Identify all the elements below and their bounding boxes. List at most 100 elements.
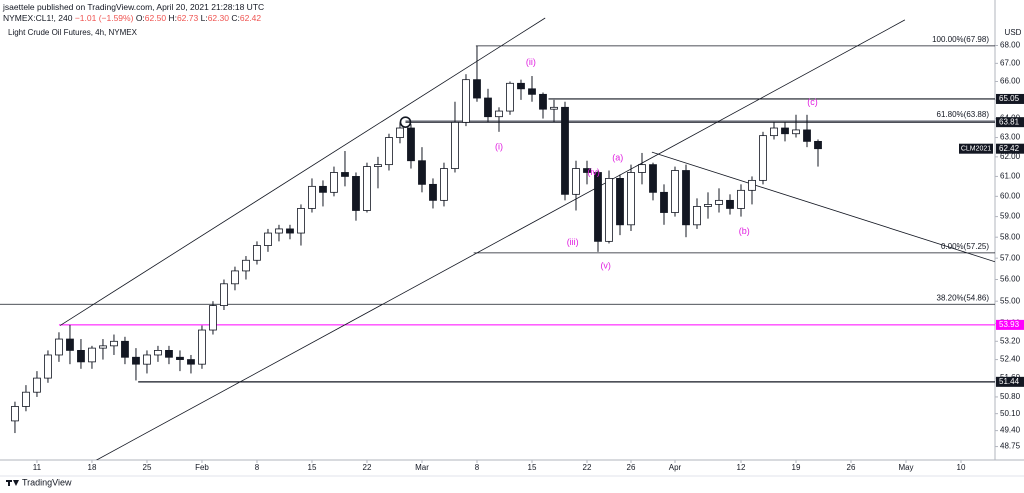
wave-label: (ii) <box>526 57 536 67</box>
y-tick-label: 59.00 <box>1000 212 1021 221</box>
candle-body <box>539 93 547 110</box>
x-tick-label: 10 <box>957 463 966 472</box>
fib-label: 61.80%(63.88) <box>937 110 990 119</box>
candle-body <box>286 228 294 234</box>
wave-label: (c) <box>807 97 818 107</box>
x-tick-label: 11 <box>33 463 42 472</box>
candle-body <box>693 206 701 226</box>
x-tick-label: 15 <box>528 463 537 472</box>
candle-body <box>605 178 613 242</box>
change: −1.01 (−1.59%) <box>74 13 134 23</box>
symbol-line: NYMEX:CL1!, 240 −1.01 (−1.59%) O:62.50 H… <box>3 13 261 23</box>
y-tick-label: 67.00 <box>1000 58 1021 67</box>
y-tick-label: 61.00 <box>1000 172 1021 181</box>
wave-label: (b) <box>739 226 750 236</box>
y-tick-label: 50.80 <box>1000 392 1021 401</box>
candle-body <box>561 106 569 195</box>
wave-label: (v) <box>600 260 611 270</box>
candle-body <box>121 340 129 358</box>
plot <box>0 17 995 460</box>
y-tick-label: 58.00 <box>1000 232 1021 241</box>
y-tick-label: 57.00 <box>1000 253 1021 262</box>
wave-label: (i) <box>495 142 503 152</box>
x-tick-label: 8 <box>255 463 260 472</box>
ohlc-value: 62.30 <box>207 13 229 23</box>
wave-label: (iii) <box>567 237 579 247</box>
candle-body <box>759 135 767 181</box>
ohlc-key: C: <box>231 13 240 23</box>
ohlc-key: H: <box>168 13 177 23</box>
ohlc-value: 62.73 <box>176 13 199 23</box>
candle-body <box>176 356 184 360</box>
candle-body <box>154 350 162 356</box>
y-tick-label: 62.00 <box>1000 152 1021 161</box>
candle-body <box>11 406 19 422</box>
price-badge <box>996 117 1024 128</box>
candle-body <box>77 350 85 363</box>
x-tick-label: Mar <box>415 463 429 472</box>
x-tick-label: 26 <box>847 463 856 472</box>
price-badge <box>996 319 1024 330</box>
currency: USD <box>1005 28 1022 37</box>
candle-body <box>242 259 250 272</box>
candle-body <box>297 208 305 234</box>
ohlc-key: O: <box>135 13 145 23</box>
x-tick-label: 18 <box>88 463 97 472</box>
candle-body <box>583 168 591 173</box>
candle-body <box>451 121 459 169</box>
candle-body <box>396 127 404 138</box>
candle-body <box>506 82 514 112</box>
x-tick-label: Apr <box>669 463 682 472</box>
x-tick-label: 25 <box>143 463 152 472</box>
fib-label: 0.00%(57.25) <box>941 242 989 251</box>
x-tick-label: 22 <box>363 463 372 472</box>
price-badge-label: 51.44 <box>999 377 1020 386</box>
y-tick-label: 48.75 <box>1000 442 1021 451</box>
candle-body <box>517 82 525 90</box>
ohlc-key: L: <box>200 13 208 23</box>
candle-body <box>627 172 635 226</box>
candle-body <box>440 168 448 201</box>
y-tick-label: 52.40 <box>1000 355 1021 364</box>
candle-body <box>187 359 195 365</box>
y-tick-label: 55.00 <box>1000 296 1021 305</box>
x-tick-label: 15 <box>308 463 317 472</box>
candle-body <box>209 305 217 331</box>
price-badge <box>996 93 1024 104</box>
candle-body <box>748 179 756 191</box>
symbol: NYMEX:CL1!, 240 <box>3 13 73 23</box>
x-tick-label: Feb <box>195 463 209 472</box>
candle-body <box>550 106 558 110</box>
x-tick-label: 12 <box>737 463 746 472</box>
candle-body <box>352 176 360 211</box>
pivot-marker <box>399 116 412 128</box>
candle-body <box>770 127 778 137</box>
candle-body <box>363 166 371 211</box>
y-tick-label: 63.00 <box>1000 133 1021 142</box>
y-tick-label: 50.10 <box>1000 409 1021 418</box>
candle-body <box>165 350 173 358</box>
candle-body <box>803 129 811 142</box>
footer-brand: TradingView <box>22 477 72 487</box>
candle-body <box>22 391 30 407</box>
candle-body <box>110 340 118 347</box>
candle-body <box>99 345 107 349</box>
candle-body <box>814 140 822 150</box>
candle-body <box>792 129 800 135</box>
y-tick-label: 66.00 <box>1000 77 1021 86</box>
candle-body <box>88 347 96 363</box>
fib-label: 38.20%(54.86) <box>937 293 990 302</box>
x-tick-label: 19 <box>792 463 801 472</box>
price-badge <box>996 376 1024 387</box>
x-tick-label: 22 <box>583 463 592 472</box>
candle-body <box>308 185 316 209</box>
last-price-label: 62.42 <box>999 144 1020 153</box>
x-tick-label: May <box>898 463 913 472</box>
candle-body <box>330 172 338 193</box>
candle-body <box>473 79 481 99</box>
candle-body <box>649 164 657 193</box>
candle-body <box>495 110 503 118</box>
x-tick-label: 8 <box>475 463 480 472</box>
